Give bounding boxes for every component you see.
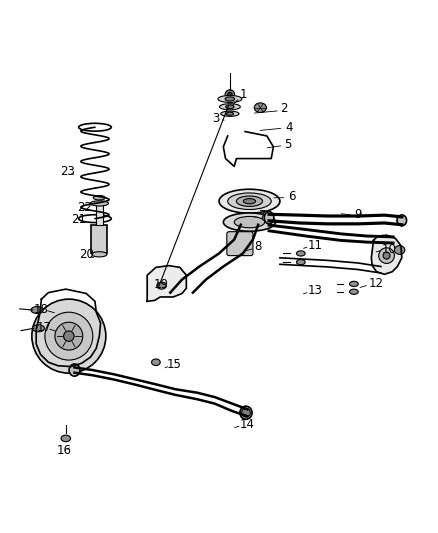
- Text: 21: 21: [71, 213, 86, 226]
- Text: 19: 19: [154, 278, 169, 291]
- Text: 11: 11: [307, 239, 322, 252]
- Text: 10: 10: [381, 243, 396, 256]
- Ellipse shape: [93, 196, 106, 200]
- Text: 17: 17: [36, 321, 52, 334]
- Text: 16: 16: [57, 443, 72, 457]
- Text: 4: 4: [285, 121, 293, 134]
- Ellipse shape: [157, 282, 166, 289]
- Text: 3: 3: [212, 112, 219, 125]
- Circle shape: [55, 322, 83, 350]
- Text: 8: 8: [254, 240, 262, 253]
- Text: 22: 22: [78, 201, 92, 214]
- Ellipse shape: [32, 325, 45, 332]
- Circle shape: [383, 252, 390, 259]
- Ellipse shape: [61, 435, 71, 442]
- Ellipse shape: [226, 105, 234, 109]
- FancyBboxPatch shape: [227, 232, 253, 256]
- Circle shape: [242, 408, 251, 417]
- Text: 9: 9: [354, 208, 362, 221]
- Text: 6: 6: [288, 190, 296, 204]
- Circle shape: [379, 248, 394, 263]
- Ellipse shape: [297, 251, 305, 256]
- Ellipse shape: [244, 199, 255, 204]
- Ellipse shape: [228, 92, 232, 97]
- Circle shape: [64, 331, 74, 341]
- Circle shape: [45, 312, 93, 360]
- Text: 7: 7: [259, 208, 266, 222]
- Ellipse shape: [254, 103, 266, 112]
- Polygon shape: [371, 235, 402, 274]
- Ellipse shape: [234, 216, 265, 228]
- Text: 15: 15: [167, 358, 182, 371]
- Polygon shape: [147, 265, 186, 301]
- Ellipse shape: [90, 201, 109, 206]
- Ellipse shape: [397, 215, 406, 226]
- Ellipse shape: [223, 213, 276, 231]
- Ellipse shape: [219, 104, 240, 110]
- Text: 14: 14: [240, 417, 255, 431]
- Text: 23: 23: [60, 165, 75, 178]
- Text: 1: 1: [239, 88, 247, 101]
- Text: 20: 20: [79, 248, 94, 261]
- Ellipse shape: [226, 112, 233, 115]
- Ellipse shape: [31, 306, 43, 313]
- Ellipse shape: [237, 196, 262, 206]
- Ellipse shape: [394, 246, 405, 254]
- Ellipse shape: [225, 97, 235, 101]
- Bar: [92, 225, 107, 254]
- Ellipse shape: [92, 252, 107, 257]
- Ellipse shape: [69, 364, 80, 376]
- Text: 12: 12: [368, 277, 383, 290]
- Ellipse shape: [152, 359, 160, 366]
- Ellipse shape: [225, 90, 235, 99]
- Ellipse shape: [228, 193, 271, 209]
- Ellipse shape: [240, 406, 252, 419]
- Text: 5: 5: [284, 138, 291, 151]
- Ellipse shape: [218, 95, 242, 102]
- Ellipse shape: [297, 260, 305, 265]
- Ellipse shape: [350, 281, 358, 287]
- Ellipse shape: [221, 111, 239, 116]
- Text: 13: 13: [307, 284, 322, 297]
- Bar: [96, 204, 103, 225]
- Text: 2: 2: [280, 102, 288, 116]
- Circle shape: [32, 299, 106, 373]
- Text: 18: 18: [34, 303, 49, 316]
- Ellipse shape: [264, 212, 274, 224]
- Ellipse shape: [219, 189, 280, 213]
- Ellipse shape: [350, 289, 358, 294]
